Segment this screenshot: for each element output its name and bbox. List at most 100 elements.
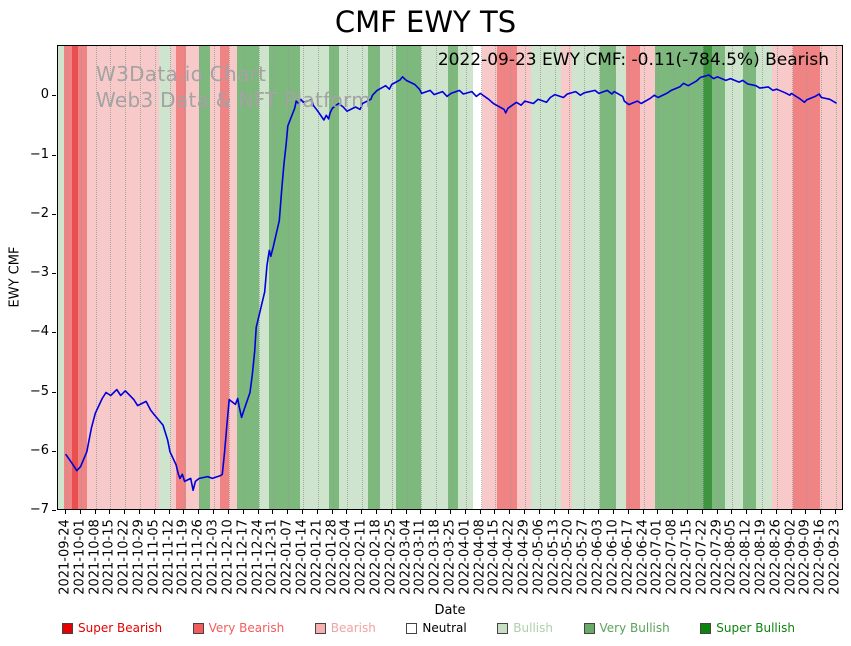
- bearish-swatch-icon: [314, 622, 326, 634]
- signal-band-bearish: [482, 46, 497, 509]
- line-layer: [65, 74, 837, 492]
- x-tick-mark: [524, 510, 526, 514]
- x-tick-label: 2022-05-27: [575, 519, 591, 595]
- x-tick-label: 2022-02-25: [383, 519, 399, 595]
- x-tick-label: 2022-09-16: [812, 519, 828, 595]
- legend-label: Bearish: [330, 621, 376, 635]
- x-tick-mark: [746, 510, 748, 514]
- legend-item-very-bullish: Very Bullish: [583, 621, 670, 635]
- signal-band-bullish: [158, 46, 172, 509]
- signal-band-bearish: [186, 46, 200, 509]
- x-tick-label: 2021-11-12: [161, 519, 177, 595]
- x-gridline: [791, 46, 793, 509]
- very-bullish-swatch-icon: [583, 622, 595, 634]
- signal-band-bullish: [531, 46, 562, 509]
- x-tick-mark: [820, 510, 822, 514]
- signal-band-bearish: [517, 46, 532, 509]
- signal-band-bullish: [58, 46, 64, 509]
- x-gridline: [110, 46, 112, 509]
- x-tick-label: 2021-10-01: [72, 519, 88, 595]
- signal-band-very_bullish: [655, 46, 703, 509]
- watermark-line2: Web3 Data & NFT Platform: [96, 88, 371, 112]
- x-gridline: [243, 46, 245, 509]
- x-gridline: [391, 46, 393, 509]
- y-tick-mark: [52, 273, 56, 275]
- bullish-swatch-icon: [497, 622, 509, 634]
- x-tick-mark: [657, 510, 659, 514]
- x-gridline: [451, 46, 452, 509]
- signal-band-bearish: [87, 46, 159, 509]
- x-tick-mark: [835, 510, 836, 514]
- x-tick-mark: [509, 510, 511, 514]
- x-tick-mark: [538, 510, 540, 514]
- x-tick-mark: [775, 510, 777, 514]
- x-tick-label: 2022-01-14: [294, 519, 310, 595]
- x-tick-label: 2022-04-01: [457, 519, 473, 595]
- x-tick-mark: [568, 510, 570, 514]
- x-tick-label: 2022-06-24: [635, 519, 650, 595]
- x-tick-mark: [790, 510, 792, 514]
- x-tick-mark: [124, 510, 126, 514]
- x-tick-mark: [227, 510, 229, 514]
- signal-legend: Super Bearish Very Bearish Bearish Neutral B…: [62, 621, 795, 635]
- x-gridline: [480, 46, 482, 509]
- x-tick-label: 2022-09-02: [783, 519, 799, 595]
- signal-band-bullish: [572, 46, 601, 509]
- x-tick-label: 2022-03-18: [427, 519, 443, 595]
- watermark-line1: W3Data.io Chart: [96, 62, 267, 86]
- x-tick-label: 2021-09-24: [57, 519, 73, 595]
- signal-band-bearish: [210, 46, 220, 509]
- x-tick-label: 2022-07-29: [709, 519, 725, 595]
- very-bearish-swatch-icon: [192, 622, 204, 634]
- x-tick-mark: [375, 510, 377, 514]
- signal-band-bullish: [339, 46, 369, 509]
- x-tick-label: 2021-10-22: [116, 519, 132, 595]
- y-tick-label: −1: [29, 146, 49, 162]
- signal-band-bullish: [421, 46, 448, 509]
- x-tick-mark: [760, 510, 762, 514]
- x-tick-label: 2022-07-01: [649, 519, 665, 595]
- x-gridline: [732, 46, 734, 509]
- x-gridline: [154, 46, 156, 509]
- x-tick-mark: [716, 510, 718, 514]
- legend-label: Very Bullish: [599, 621, 670, 635]
- x-gridline: [140, 46, 142, 509]
- x-gridline: [643, 46, 645, 509]
- signal-band-very_bullish: [743, 46, 756, 509]
- x-tick-mark: [287, 510, 289, 514]
- x-tick-label: 2022-07-08: [664, 519, 680, 595]
- x-gridline: [613, 46, 615, 509]
- x-tick-label: 2022-05-13: [546, 519, 562, 595]
- x-tick-mark: [79, 510, 81, 514]
- x-gridline: [525, 46, 527, 509]
- x-tick-label: 2021-10-08: [87, 519, 103, 595]
- x-tick-label: 2022-03-25: [442, 519, 458, 595]
- signal-band-very_bullish: [447, 46, 459, 509]
- x-tick-label: 2022-04-29: [516, 519, 532, 595]
- x-tick-label: 2022-06-17: [620, 519, 636, 595]
- x-gridline: [332, 46, 334, 509]
- x-tick-label: 2022-06-03: [590, 519, 606, 595]
- x-tick-label: 2022-07-15: [679, 519, 695, 595]
- signal-band-very_bullish: [237, 46, 260, 509]
- x-gridline: [776, 46, 778, 509]
- x-tick-mark: [405, 510, 407, 514]
- x-tick-label: 2022-01-21: [309, 519, 325, 595]
- y-tick-mark: [52, 510, 56, 511]
- x-tick-mark: [686, 510, 688, 514]
- x-gridline: [687, 46, 689, 509]
- x-tick-label: 2021-12-17: [235, 519, 251, 595]
- signal-band-bullish: [724, 46, 744, 509]
- x-gridline: [228, 46, 230, 509]
- x-gridline: [436, 46, 438, 509]
- x-tick-mark: [65, 510, 66, 514]
- x-tick-mark: [109, 510, 111, 514]
- y-tick-mark: [52, 391, 56, 393]
- x-tick-mark: [642, 510, 644, 514]
- x-tick-mark: [242, 510, 244, 514]
- x-gridline: [806, 46, 808, 509]
- legend-item-super-bearish: Super Bearish: [62, 621, 162, 635]
- x-tick-mark: [94, 510, 96, 514]
- x-tick-mark: [153, 510, 155, 514]
- x-gridline: [66, 46, 67, 509]
